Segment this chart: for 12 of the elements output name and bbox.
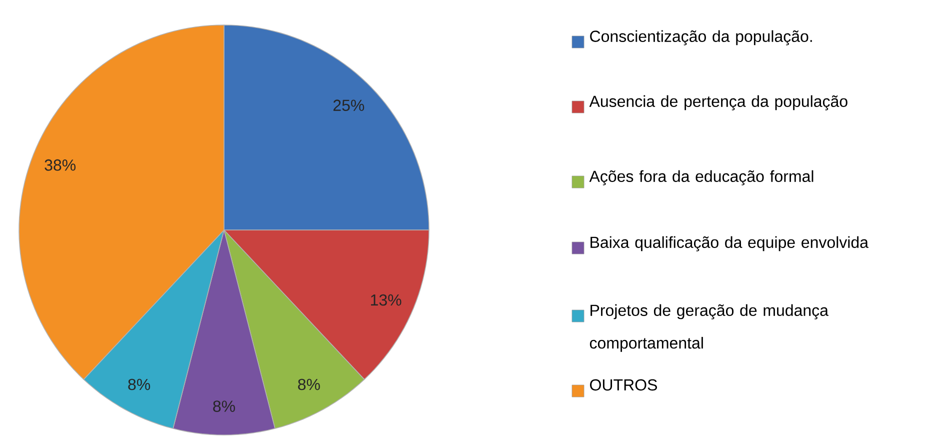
data-label: 8%	[298, 378, 320, 390]
legend-label: OUTROS	[590, 379, 657, 391]
legend-label: Projetos de geração de mudança comportamental	[590, 304, 828, 352]
data-label: 38%	[44, 159, 76, 171]
legend-label: Conscientização da população.	[590, 30, 812, 46]
legend-label: Ações fora da educação formal	[589, 170, 814, 186]
legend-label: Baixa qualificação da equipe envolvida	[590, 236, 868, 252]
legend-label: Ausencia de pertença da população	[589, 95, 848, 110]
data-label: 8%	[128, 378, 150, 390]
data-label: 8%	[213, 400, 235, 412]
data-label: 25%	[333, 100, 364, 111]
data-label: 13%	[371, 294, 402, 306]
